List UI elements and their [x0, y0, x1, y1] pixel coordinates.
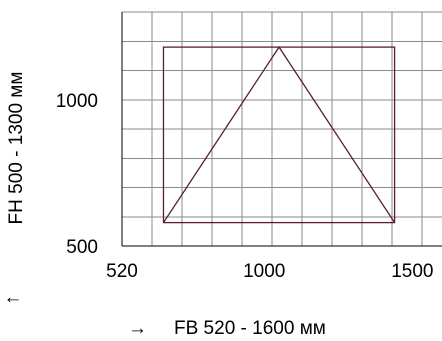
- x-tick-label: 520: [106, 261, 138, 282]
- x-tick-label: 1000: [243, 261, 285, 282]
- y-axis-title: FH 500 - 1300 мм: [6, 72, 27, 225]
- x-tick-label: 1500: [391, 261, 433, 282]
- triangle-outline: [162, 45, 396, 223]
- x-tick-labels: 520 1000 1500: [106, 261, 433, 282]
- frame-rectangle: [162, 46, 396, 224]
- x-axis-arrow: →: [128, 318, 147, 339]
- y-axis-arrow: ↑: [2, 295, 23, 305]
- x-axis-title: FB 520 - 1600 мм: [174, 318, 326, 339]
- y-tick-label: 1000: [56, 91, 98, 112]
- grid: [122, 11, 442, 246]
- y-tick-labels: 500 1000: [56, 91, 98, 258]
- y-tick-label: 500: [66, 237, 98, 258]
